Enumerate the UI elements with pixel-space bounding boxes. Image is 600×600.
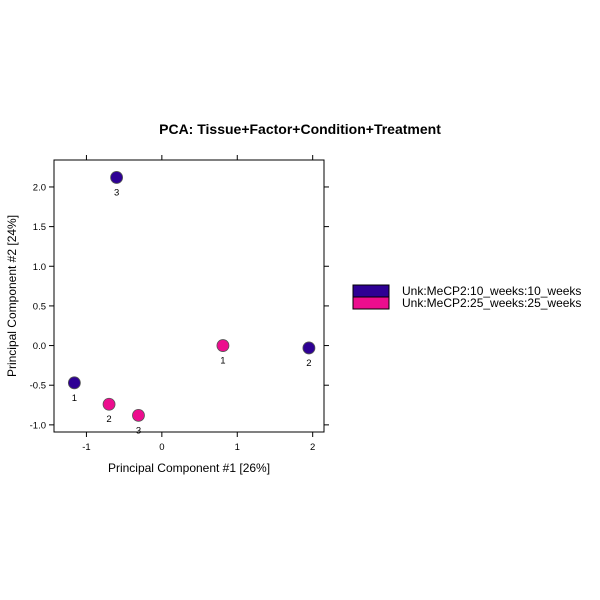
- point-label: 2: [306, 358, 311, 369]
- legend-swatch: [352, 296, 390, 310]
- y-axis-label: Principal Component #2 [24%]: [5, 215, 19, 377]
- data-point: [102, 397, 116, 411]
- point-label: 2: [106, 414, 111, 425]
- data-point: [110, 171, 123, 184]
- y-tick-label: 0.5: [33, 301, 46, 312]
- data-point: [302, 341, 316, 355]
- y-axis-ticks: -1.0 -0.5 0.0 0.5 1.0 1.5 2.0: [30, 182, 329, 431]
- data-point: [216, 339, 230, 352]
- legend: Unk:MeCP2:10_weeks:10_weeksUnk:MeCP2:25_…: [352, 284, 581, 310]
- y-tick-label: 1.5: [33, 222, 46, 233]
- point-label: 3: [136, 425, 141, 436]
- point-label: 1: [72, 393, 77, 404]
- x-tick-label: 1: [235, 442, 240, 453]
- chart-title: PCA: Tissue+Factor+Condition+Treatment: [159, 121, 441, 137]
- y-tick-label: 2.0: [33, 182, 46, 193]
- point-label: 1: [220, 356, 225, 367]
- point-label: 3: [114, 187, 119, 198]
- legend-swatch: [352, 284, 390, 298]
- y-tick-label: 1.0: [33, 262, 46, 273]
- y-tick-label: 0.0: [33, 341, 46, 352]
- x-axis-ticks: -1 0 1 2: [82, 155, 315, 453]
- x-tick-label: 2: [310, 442, 315, 453]
- plot-frame: [53, 159, 325, 433]
- data-points: 1 2 3 1 2 3: [67, 171, 316, 436]
- x-axis-label: Principal Component #1 [26%]: [108, 461, 270, 475]
- data-point: [67, 376, 81, 390]
- x-tick-label: 0: [159, 442, 164, 453]
- x-tick-label: -1: [82, 442, 90, 453]
- data-point: [132, 408, 145, 422]
- legend-label: Unk:MeCP2:10_weeks:10_weeks: [402, 284, 581, 298]
- legend-label: Unk:MeCP2:25_weeks:25_weeks: [402, 296, 581, 310]
- y-tick-label: -1.0: [30, 420, 46, 431]
- y-tick-label: -0.5: [30, 381, 46, 392]
